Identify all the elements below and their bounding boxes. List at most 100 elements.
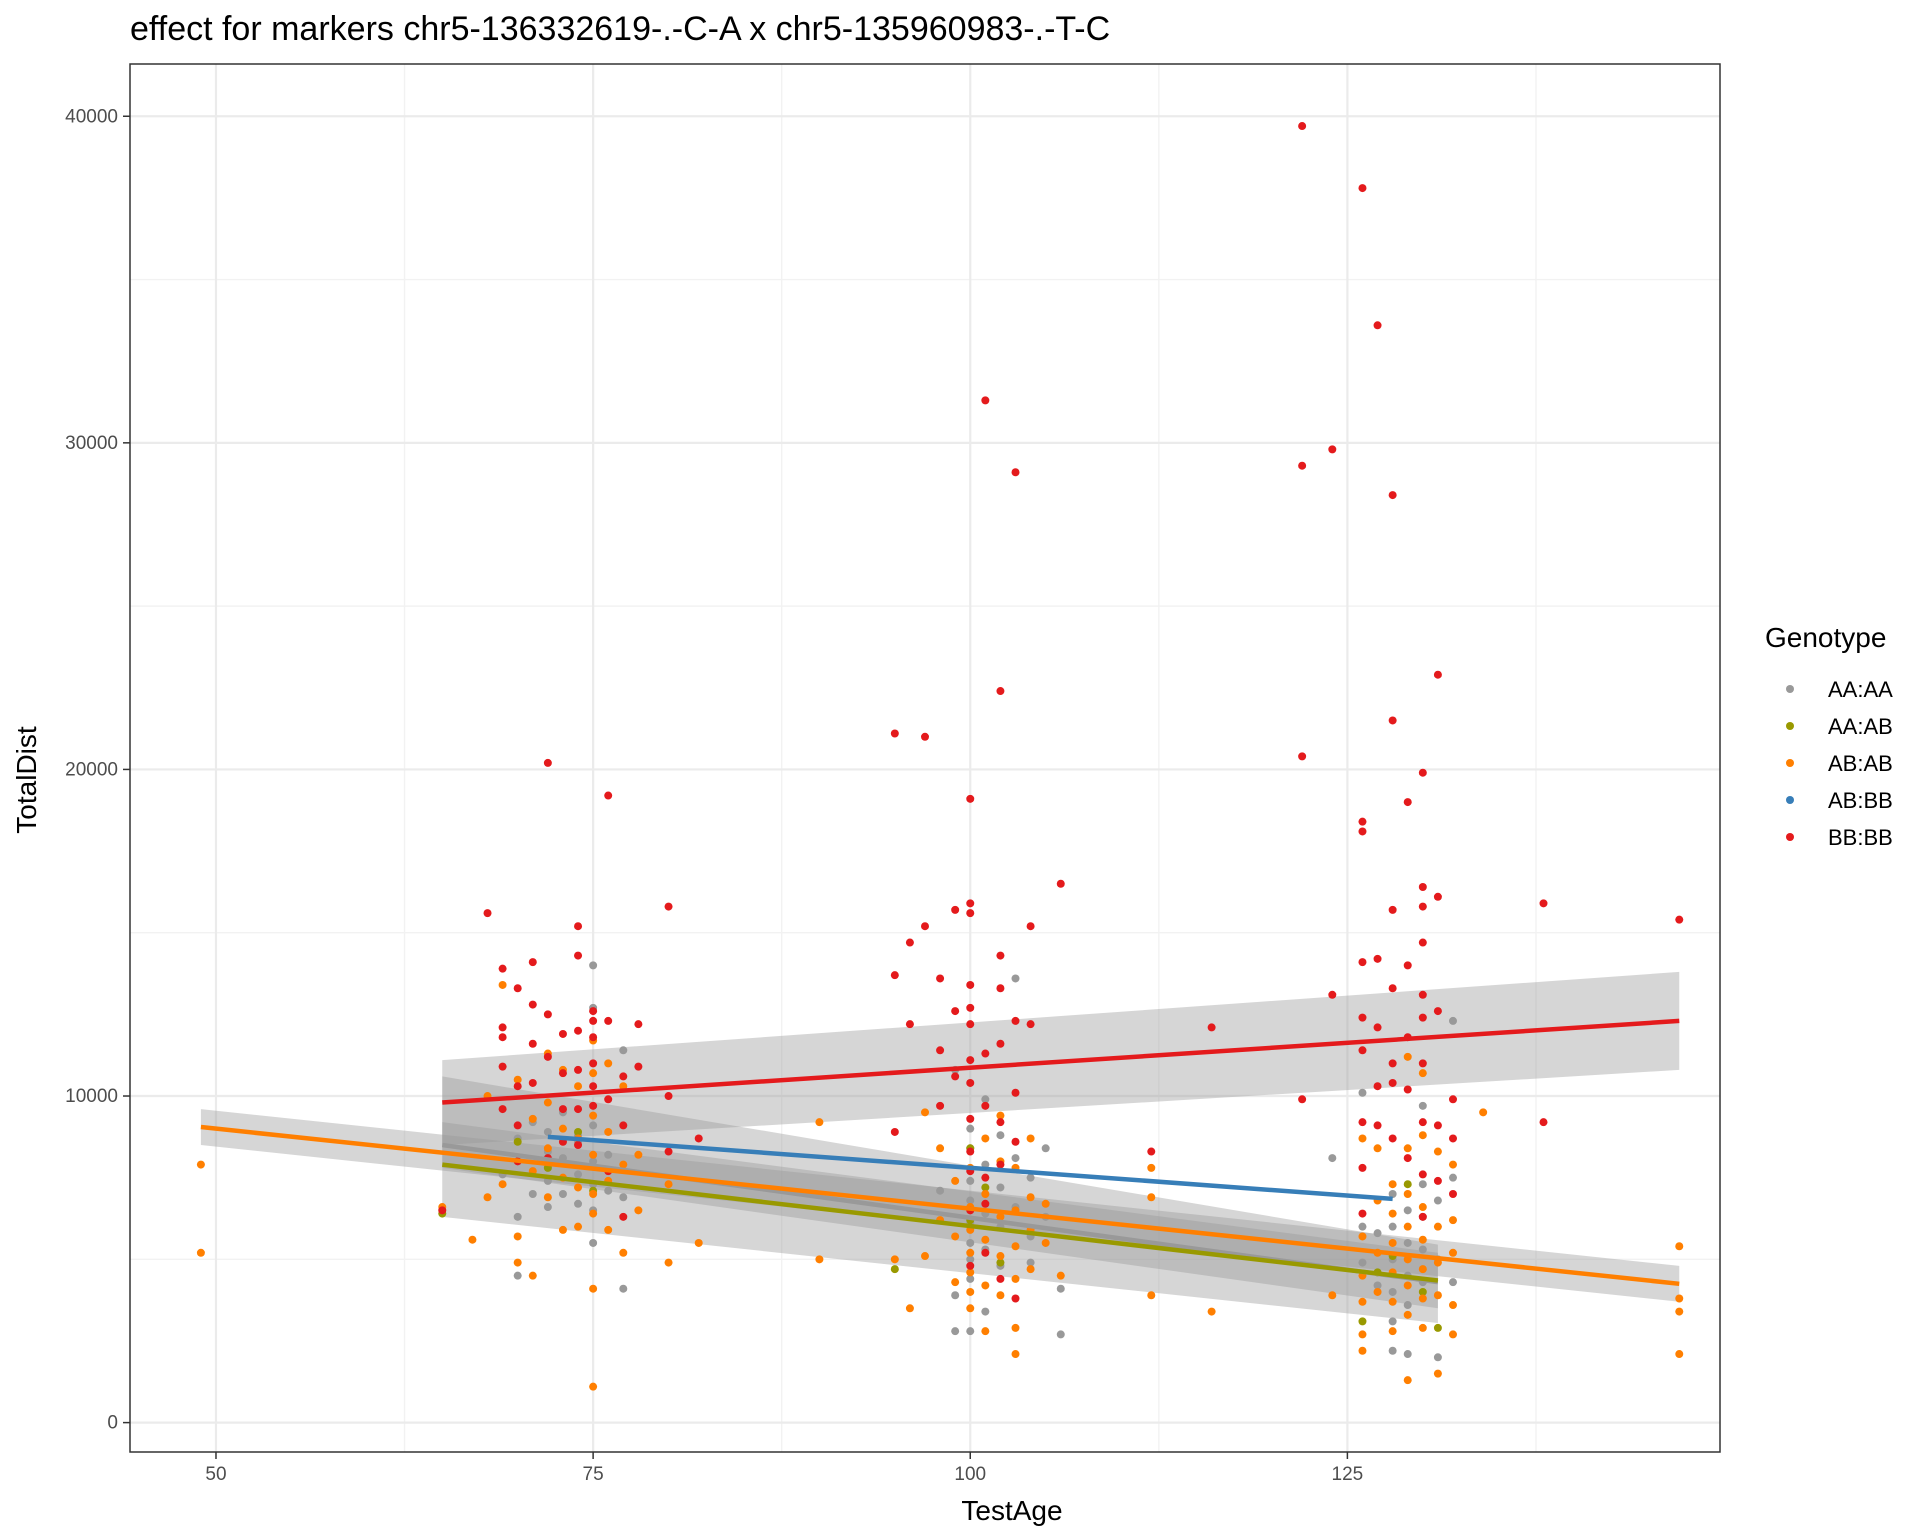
data-point bbox=[1358, 1346, 1367, 1355]
data-point bbox=[1298, 122, 1307, 131]
data-point bbox=[996, 1258, 1005, 1267]
data-point bbox=[966, 909, 975, 918]
data-point bbox=[619, 1193, 628, 1202]
data-point bbox=[513, 1075, 522, 1084]
data-point bbox=[981, 1183, 990, 1192]
data-point bbox=[996, 1131, 1005, 1140]
data-point bbox=[890, 1255, 899, 1264]
data-point bbox=[619, 1046, 628, 1055]
data-point bbox=[1328, 990, 1337, 999]
data-point bbox=[604, 1127, 613, 1136]
data-point bbox=[1011, 1137, 1020, 1146]
data-point bbox=[558, 1189, 567, 1198]
data-point bbox=[589, 1189, 598, 1198]
data-point bbox=[996, 1111, 1005, 1120]
data-point bbox=[1041, 1144, 1050, 1153]
data-point bbox=[1147, 1147, 1156, 1156]
data-point bbox=[513, 984, 522, 993]
data-point bbox=[951, 1176, 960, 1185]
data-point bbox=[1207, 1307, 1216, 1316]
data-point bbox=[1403, 1350, 1412, 1359]
data-point bbox=[664, 1258, 673, 1267]
data-point bbox=[634, 1150, 643, 1159]
data-point bbox=[1448, 1301, 1457, 1310]
data-point bbox=[1539, 1118, 1548, 1127]
data-point bbox=[604, 1016, 613, 1025]
data-point bbox=[1418, 938, 1427, 947]
data-point bbox=[1358, 1118, 1367, 1127]
data-point bbox=[664, 902, 673, 911]
data-point bbox=[543, 758, 552, 767]
x-tick-label: 125 bbox=[1332, 1464, 1364, 1485]
data-point bbox=[604, 791, 613, 800]
data-point bbox=[1675, 1350, 1684, 1359]
data-point bbox=[981, 1248, 990, 1257]
data-point bbox=[1433, 670, 1442, 679]
data-point bbox=[528, 1078, 537, 1087]
data-point bbox=[1448, 1016, 1457, 1025]
data-point bbox=[1373, 1082, 1382, 1091]
data-point bbox=[543, 1193, 552, 1202]
data-point bbox=[528, 1000, 537, 1009]
data-point bbox=[1433, 1121, 1442, 1130]
data-point bbox=[1358, 1134, 1367, 1143]
data-point bbox=[589, 1007, 598, 1016]
data-point bbox=[1373, 1281, 1382, 1290]
data-point bbox=[966, 794, 975, 803]
data-point bbox=[966, 1304, 975, 1313]
data-point bbox=[966, 1078, 975, 1087]
data-point bbox=[951, 1278, 960, 1287]
data-point bbox=[921, 1252, 929, 1261]
data-point bbox=[996, 984, 1005, 993]
data-points bbox=[196, 122, 1684, 1391]
data-point bbox=[468, 1235, 477, 1244]
data-point bbox=[1448, 1134, 1457, 1143]
data-point bbox=[1056, 1284, 1065, 1293]
data-point bbox=[951, 1232, 960, 1241]
data-point bbox=[1298, 752, 1307, 761]
trend-lines bbox=[200, 1018, 1680, 1287]
data-point bbox=[996, 1252, 1005, 1261]
data-point bbox=[664, 1180, 673, 1189]
data-point bbox=[558, 1124, 567, 1133]
data-point bbox=[1041, 1199, 1050, 1208]
data-point bbox=[996, 1291, 1005, 1300]
data-point bbox=[1675, 915, 1684, 924]
data-point bbox=[1328, 1291, 1337, 1300]
data-point bbox=[815, 1118, 824, 1127]
data-point bbox=[1433, 1222, 1442, 1231]
data-point bbox=[1328, 445, 1337, 454]
data-point bbox=[1011, 1350, 1020, 1359]
data-point bbox=[981, 1235, 990, 1244]
data-point bbox=[1675, 1294, 1684, 1303]
data-point bbox=[196, 1248, 205, 1257]
data-point bbox=[1056, 879, 1065, 888]
data-point bbox=[498, 1180, 507, 1189]
data-point bbox=[1433, 892, 1442, 901]
data-point bbox=[1448, 1095, 1457, 1104]
data-point bbox=[1026, 1020, 1035, 1029]
data-point bbox=[966, 1147, 975, 1156]
data-point bbox=[619, 1072, 628, 1081]
data-point bbox=[1358, 1209, 1367, 1218]
data-point bbox=[1358, 1232, 1367, 1241]
data-point bbox=[1418, 1265, 1427, 1274]
data-point bbox=[1373, 954, 1382, 963]
data-point bbox=[574, 1082, 583, 1091]
data-point bbox=[966, 1261, 975, 1270]
data-point bbox=[966, 1274, 975, 1283]
data-point bbox=[996, 687, 1005, 696]
data-point bbox=[1358, 1297, 1367, 1306]
data-point bbox=[981, 1307, 990, 1316]
data-point bbox=[604, 1150, 613, 1159]
data-point bbox=[966, 899, 975, 908]
data-point bbox=[1539, 899, 1548, 908]
data-point bbox=[1433, 1369, 1442, 1378]
chart-title: effect for markers chr5-136332619-.-C-A … bbox=[130, 10, 1110, 48]
data-point bbox=[1388, 491, 1397, 500]
legend-key bbox=[1786, 722, 1794, 730]
data-point bbox=[513, 1082, 522, 1091]
trend-line bbox=[442, 1162, 1439, 1283]
data-point bbox=[574, 1026, 583, 1035]
data-point bbox=[604, 1225, 613, 1234]
